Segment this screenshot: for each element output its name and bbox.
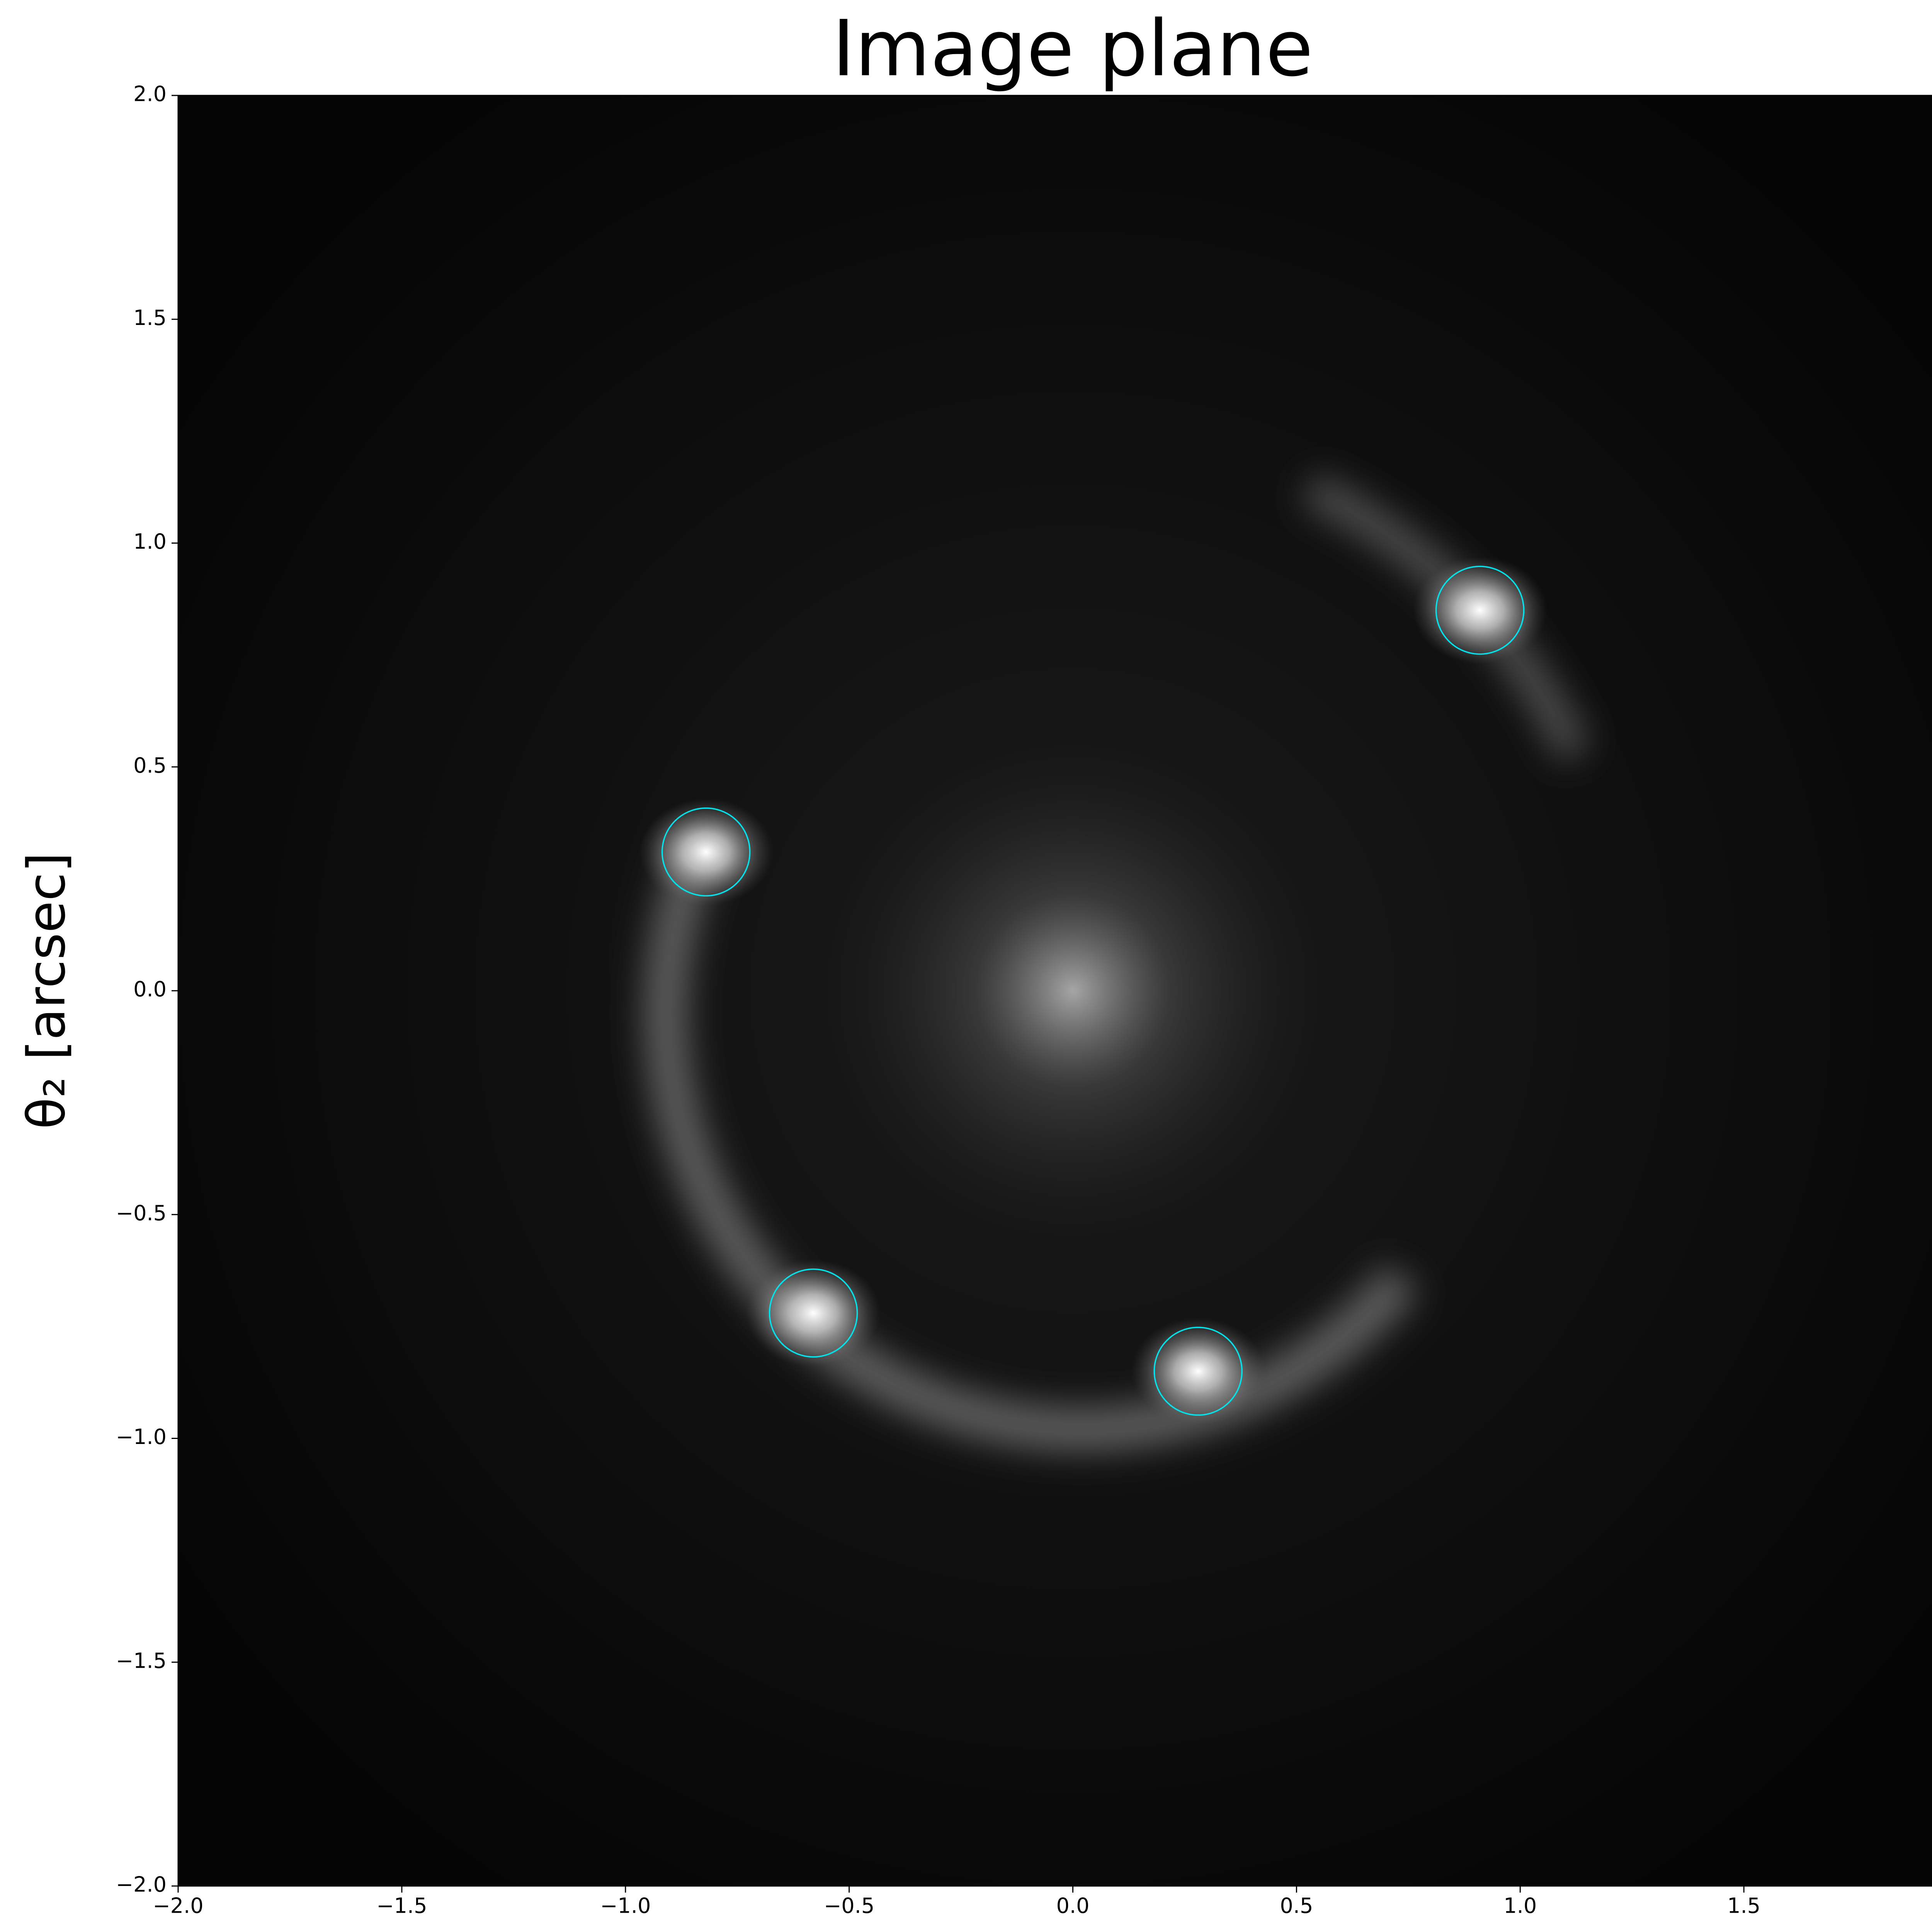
y-tick-label: −0.5 (116, 1201, 167, 1225)
x-tick-label: 1.5 (1727, 1894, 1760, 1918)
y-tick-label: −1.5 (116, 1648, 167, 1673)
x-tick-label: −1.5 (376, 1894, 427, 1918)
x-tick-label: 0.0 (1056, 1894, 1090, 1918)
image-marker (769, 1268, 858, 1358)
x-tick-label: 1.0 (1503, 1894, 1537, 1918)
image-marker (1435, 566, 1525, 655)
image-glow (1131, 1317, 1265, 1425)
x-tick-label: −2.0 (153, 1894, 203, 1918)
y-tick-label: 1.0 (133, 529, 167, 554)
y-tick-label: 0.5 (133, 753, 167, 777)
y-axis-label: θ₂ [arcsec] (17, 852, 77, 1129)
image-glow (639, 798, 773, 906)
y-tick-label: −1.0 (116, 1425, 167, 1449)
x-tick-label: −0.5 (824, 1894, 874, 1918)
lens-galaxy (827, 745, 1319, 1237)
image-glow (746, 1259, 881, 1367)
image-glow (1413, 556, 1547, 664)
x-tick-label: 0.5 (1280, 1894, 1313, 1918)
image-marker (1153, 1327, 1243, 1416)
y-tick-label: 2.0 (133, 82, 167, 106)
y-tick-label: 0.0 (133, 977, 167, 1002)
image-marker (661, 807, 751, 897)
chart-title: Image plane (832, 4, 1313, 94)
image-plane (178, 95, 1932, 1886)
y-tick-label: 1.5 (133, 306, 167, 330)
x-tick-label: −1.0 (600, 1894, 651, 1918)
y-tick-label: −2.0 (116, 1872, 167, 1897)
